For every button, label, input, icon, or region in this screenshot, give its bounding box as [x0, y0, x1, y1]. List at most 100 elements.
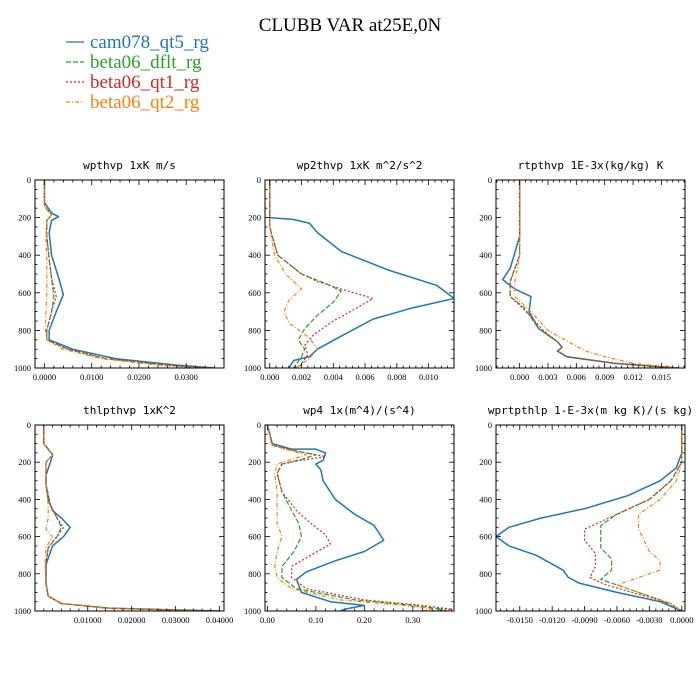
panel-frame-4	[264, 424, 455, 612]
series-line-4-0	[266, 425, 385, 611]
legend-label-1: beta06_dflt_rg	[90, 52, 202, 73]
ytick-label-0-5: 1000	[14, 363, 31, 373]
xtick-label-5-4: -0.0030	[636, 615, 662, 625]
xtick-label-3-0: 0.01000	[74, 615, 102, 625]
panel-title-0: wpthvp 1xK m/s	[83, 159, 176, 172]
series-line-4-1	[266, 425, 443, 611]
legend-label-3: beta06_qt2_rg	[90, 92, 200, 113]
series-line-0-0	[43, 180, 215, 368]
ytick-label-1-3: 600	[248, 288, 261, 298]
series-line-0-2	[43, 180, 210, 368]
xtick-label-4-1: 0.10	[308, 615, 323, 625]
series-line-3-2	[43, 425, 211, 611]
ytick-label-4-5: 1000	[244, 606, 261, 616]
panel-title-2: rtpthvp 1E-3x(kg/kg) K	[518, 159, 664, 172]
xtick-label-1-2: 0.004	[324, 372, 344, 382]
series-group-3	[43, 425, 220, 611]
xtick-label-2-4: 0.012	[623, 372, 642, 382]
ytick-label-4-1: 200	[248, 457, 261, 467]
ytick-label-2-4: 800	[479, 325, 492, 335]
series-line-1-2	[269, 180, 374, 368]
series-line-1-0	[269, 180, 454, 368]
xtick-label-3-3: 0.04000	[206, 615, 234, 625]
ytick-label-2-3: 600	[479, 288, 492, 298]
xtick-label-0-0: 0.0000	[33, 372, 56, 382]
xtick-label-2-2: 0.006	[567, 372, 586, 382]
xtick-label-5-3: -0.0060	[604, 615, 630, 625]
ytick-label-3-4: 800	[18, 569, 31, 579]
ytick-label-5-2: 400	[479, 494, 492, 504]
series-line-2-2	[509, 180, 676, 368]
xtick-label-1-4: 0.008	[387, 372, 406, 382]
legend-label-0: cam078_qt5_rg	[90, 32, 209, 53]
panel-title-1: wp2thvp 1xK m^2/s^2	[297, 159, 423, 172]
ytick-label-0-4: 800	[18, 325, 31, 335]
xtick-label-3-2: 0.03000	[162, 615, 190, 625]
ytick-label-3-2: 400	[18, 494, 31, 504]
xtick-label-5-0: -0.0150	[507, 615, 533, 625]
ytick-label-3-5: 1000	[14, 606, 31, 616]
xtick-label-0-3: 0.0300	[175, 372, 198, 382]
xtick-label-2-3: 0.009	[595, 372, 614, 382]
ytick-label-5-0: 0	[488, 420, 492, 430]
ytick-label-3-0: 0	[27, 420, 31, 430]
ytick-label-1-0: 0	[257, 175, 261, 185]
ytick-label-1-1: 200	[248, 213, 261, 223]
series-group-2	[501, 180, 679, 368]
xtick-label-2-5: 0.015	[652, 372, 671, 382]
series-line-0-1	[43, 180, 206, 368]
ytick-label-1-2: 400	[248, 250, 261, 260]
legend: cam078_qt5_rgbeta06_dflt_rgbeta06_qt1_rg…	[66, 32, 209, 113]
panel-3: thlpthvp 1xK^2 0 200 400 600 800 1000 0.01000 0.…	[14, 404, 233, 625]
xtick-label-0-1: 0.0100	[80, 372, 103, 382]
ytick-label-1-4: 800	[248, 325, 261, 335]
panel-frame-2	[495, 179, 686, 369]
xtick-label-5-5: 0.0000	[670, 615, 693, 625]
ytick-label-5-4: 800	[479, 569, 492, 579]
series-line-5-0	[496, 425, 683, 611]
series-line-3-3	[43, 425, 203, 611]
panel-frame-1	[264, 179, 455, 369]
xtick-label-5-1: -0.0120	[539, 615, 565, 625]
ytick-label-4-4: 800	[248, 569, 261, 579]
series-line-2-3	[514, 180, 679, 368]
ytick-label-4-2: 400	[248, 494, 261, 504]
series-line-3-1	[43, 425, 211, 611]
panel-title-5: wprtpthlp 1-E-3x(m kg K)/(s kg)	[488, 404, 693, 417]
series-line-0-3	[43, 180, 201, 368]
figure-title: CLUBB VAR at25E,0N	[259, 15, 442, 36]
xtick-label-0-2: 0.0200	[127, 372, 150, 382]
xtick-label-1-5: 0.010	[419, 372, 438, 382]
series-line-5-2	[583, 425, 683, 611]
panel-frame-3	[34, 424, 225, 612]
panel-2: rtpthvp 1E-3x(kg/kg) K 0 200 400 600 800 1000 0…	[475, 159, 686, 382]
ytick-label-0-2: 400	[18, 250, 31, 260]
ytick-label-3-1: 200	[18, 457, 31, 467]
ytick-label-2-0: 0	[488, 175, 492, 185]
ytick-label-5-1: 200	[479, 457, 492, 467]
panel-1: wp2thvp 1xK m^2/s^2 0 200 400 600 800 1000 0.00…	[244, 159, 455, 382]
panel-title-3: thlpthvp 1xK^2	[83, 404, 176, 417]
ytick-label-1-5: 1000	[244, 363, 261, 373]
xtick-label-2-0: 0.000	[510, 372, 529, 382]
ytick-label-2-2: 400	[479, 250, 492, 260]
series-line-3-0	[43, 425, 220, 611]
series-line-4-2	[266, 425, 453, 611]
series-group-0	[43, 180, 215, 368]
series-line-1-3	[269, 180, 319, 368]
xtick-label-4-0: 0.00	[260, 615, 275, 625]
series-line-4-3	[266, 425, 433, 611]
xtick-label-4-2: 0.20	[357, 615, 372, 625]
panel-frame-0	[34, 179, 225, 369]
ytick-label-0-0: 0	[27, 175, 31, 185]
xtick-label-4-3: 0.30	[405, 615, 420, 625]
series-line-1-1	[269, 180, 342, 368]
panel-frame-5	[495, 424, 686, 612]
ytick-label-2-1: 200	[479, 213, 492, 223]
ytick-label-4-3: 600	[248, 532, 261, 542]
ytick-label-5-3: 600	[479, 532, 492, 542]
series-line-2-0	[501, 180, 679, 368]
